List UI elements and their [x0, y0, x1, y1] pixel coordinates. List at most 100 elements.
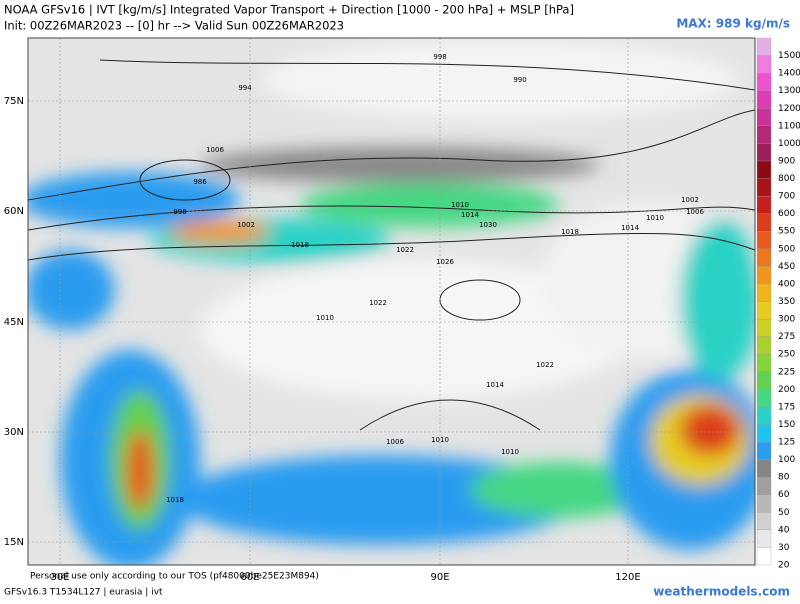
- ivt-field: [28, 40, 755, 565]
- colorbar-cell: [756, 389, 772, 408]
- colorbar-cell: [756, 143, 772, 162]
- colorbar-label: 175: [778, 402, 795, 412]
- isobar-label: 986: [193, 178, 207, 186]
- isobar-label: 994: [238, 84, 252, 92]
- colorbar-label: 1200: [778, 104, 800, 114]
- colorbar-label: 900: [778, 156, 795, 166]
- colorbar-label: 150: [778, 420, 795, 430]
- isobar-label: 1018: [166, 496, 184, 504]
- isobar-lines: [28, 59, 755, 431]
- site-name: weathermodels.com: [653, 585, 790, 599]
- colorbar-label: 500: [778, 244, 795, 254]
- colorbar-cell: [756, 512, 772, 531]
- lat-label: 30N: [4, 427, 24, 438]
- lon-label: 60E: [240, 572, 259, 583]
- colorbar-label: 40: [778, 525, 790, 535]
- isobar-label: 1014: [486, 381, 504, 389]
- colorbar-label: 800: [778, 174, 795, 184]
- colorbar-cell: [756, 160, 772, 179]
- colorbar-label: 700: [778, 192, 795, 202]
- lat-labels: 75N 60N 45N 30N 15N: [4, 96, 24, 548]
- colorbar-label: 600: [778, 209, 795, 219]
- colorbar-label: 1100: [778, 121, 800, 131]
- colorbar-cell: [756, 494, 772, 513]
- colorbar-cell: [756, 72, 772, 91]
- colorbar-label: 250: [778, 350, 795, 360]
- isobar-label: 1010: [451, 201, 469, 209]
- isobar-label: 1030: [479, 221, 497, 229]
- colorbar-label: 1300: [778, 86, 800, 96]
- model-info: GFSv16.3 T1534L127 | eurasia | ivt: [4, 588, 163, 598]
- colorbar-label: 1400: [778, 69, 800, 79]
- colorbar-cell: [756, 406, 772, 425]
- graticule: [28, 38, 755, 565]
- colorbar-label: 300: [778, 315, 795, 325]
- colorbar-label: 60: [778, 490, 790, 500]
- isobar-label: 1014: [621, 224, 639, 232]
- isobar-label: 998: [433, 53, 446, 61]
- colorbar-cell: [756, 371, 772, 390]
- isobar-label: 1018: [291, 241, 309, 249]
- tos-note: Personal use only according to our TOS (…: [30, 572, 319, 582]
- colorbar-label: 275: [778, 332, 795, 342]
- isobar-labels: 998 994 990 986 998 1002 1006 1010 1014 1018 1022 1…: [166, 53, 704, 504]
- colorbar-label: 125: [778, 438, 795, 448]
- colorbar-label: 100: [778, 455, 795, 465]
- isobar-label: 1010: [316, 314, 334, 322]
- isobar-label: 1022: [396, 246, 414, 254]
- isobar-label: 1018: [561, 228, 579, 236]
- title: NOAA GFSv16 | IVT [kg/m/s] Integrated Va…: [4, 3, 574, 17]
- colorbar-label: 30: [778, 543, 790, 553]
- colorbar-cell: [756, 301, 772, 320]
- isobar-label: 1022: [536, 361, 554, 369]
- colorbar-cell: [756, 55, 772, 74]
- isobar-label: 1014: [461, 211, 479, 219]
- colorbar-label: 200: [778, 385, 795, 395]
- lon-label: 30E: [50, 572, 69, 583]
- init-time: Init: 00Z26MAR2023 -- [0] hr --> Valid S…: [4, 19, 344, 33]
- colorbar-label: 350: [778, 297, 795, 307]
- lat-label: 15N: [4, 537, 24, 548]
- colorbar-cell: [756, 125, 772, 144]
- colorbar-cell: [756, 178, 772, 197]
- colorbar-label: 80: [778, 473, 790, 483]
- isobar-label: 1002: [681, 196, 699, 204]
- colorbar-label: 20: [778, 561, 790, 571]
- colorbar-cell: [756, 195, 772, 214]
- colorbar: 20 30 40 50 60 80 100 125 150 175 200 225 250 275 300 3…: [756, 37, 800, 571]
- colorbar-cell: [756, 231, 772, 249]
- colorbar-cell: [756, 213, 772, 232]
- colorbar-cell: [756, 318, 772, 337]
- isobar-label: 1022: [369, 299, 387, 307]
- colorbar-cell: [756, 336, 772, 355]
- isobar-label: 1006: [206, 146, 224, 154]
- colorbar-label: 400: [778, 279, 795, 289]
- colorbar-cell: [756, 354, 772, 372]
- colorbar-cell: [756, 266, 772, 285]
- isobar-label: 1006: [386, 438, 404, 446]
- colorbar-cell: [756, 37, 772, 56]
- map-frame: [27, 37, 756, 566]
- colorbar-label: 50: [778, 508, 790, 518]
- colorbar-cell: [756, 477, 772, 495]
- map-area: 998 994 990 986 998 1002 1006 1010 1014 1018 1022 1…: [28, 38, 755, 565]
- isobar-label: 1026: [436, 258, 454, 266]
- colorbar-cell: [756, 108, 772, 126]
- colorbar-cell: [756, 547, 772, 566]
- colorbar-label: 1000: [778, 139, 800, 149]
- lat-label: 45N: [4, 317, 24, 328]
- isobar-label: 1010: [501, 448, 519, 456]
- lon-labels: 30E 60E 90E 120E: [50, 572, 640, 583]
- colorbar-label: 1500: [778, 51, 800, 61]
- isobar-label: 998: [173, 208, 186, 216]
- lon-label: 90E: [430, 572, 449, 583]
- lat-label: 75N: [4, 96, 24, 107]
- colorbar-cell: [756, 90, 772, 109]
- isobar-label: 1010: [646, 214, 664, 222]
- colorbar-cell: [756, 441, 772, 460]
- colorbar-label: 550: [778, 227, 795, 237]
- max-value: MAX: 989 kg/m/s: [676, 17, 790, 31]
- lon-label: 120E: [615, 572, 640, 583]
- isobar-label: 990: [513, 76, 526, 84]
